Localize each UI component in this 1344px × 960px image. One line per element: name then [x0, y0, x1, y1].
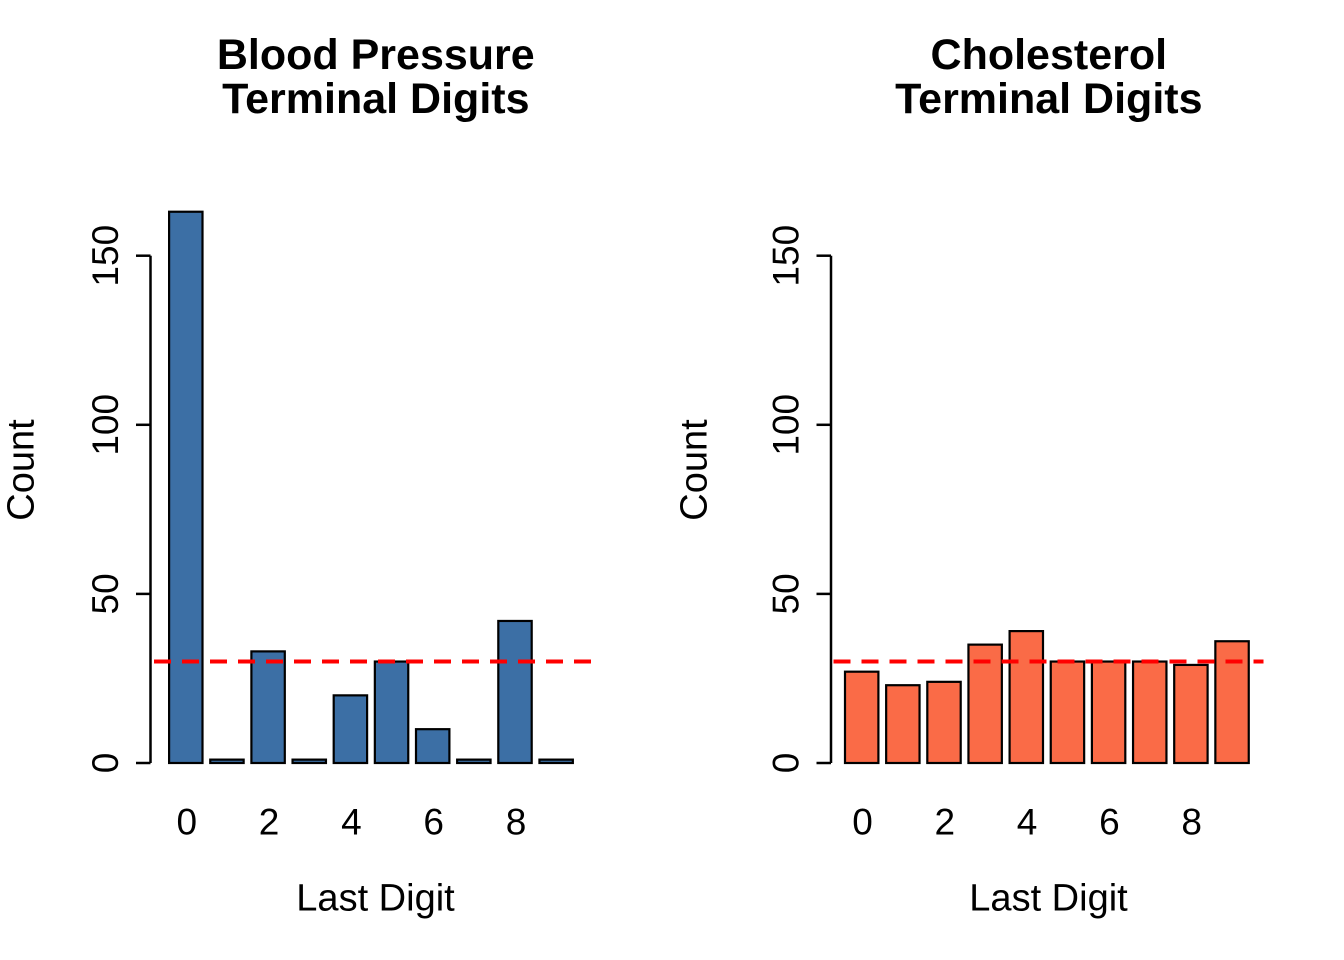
- panel-title-blood-pressure: Blood Pressure Terminal Digits: [217, 33, 535, 121]
- bar: [843, 670, 880, 765]
- y-tick-label: 50: [85, 573, 126, 614]
- bar: [373, 660, 410, 765]
- title-line-1: Cholesterol: [930, 31, 1168, 79]
- bar: [1049, 660, 1086, 765]
- bar: [1008, 630, 1045, 765]
- x-tick-label: 2: [259, 802, 280, 843]
- bar: [1214, 640, 1250, 765]
- bar: [497, 619, 533, 765]
- bar: [291, 758, 328, 765]
- bar: [926, 680, 962, 765]
- x-tick-label: 4: [341, 802, 362, 843]
- y-tick-label: 150: [766, 225, 807, 287]
- bar: [414, 728, 451, 765]
- panel-title-cholesterol: Cholesterol Terminal Digits: [895, 33, 1202, 121]
- title-line-1: Blood Pressure: [216, 31, 535, 79]
- y-tick-label: 100: [85, 394, 126, 456]
- x-tick-label: 0: [177, 802, 198, 843]
- title-line-2: Terminal Digits: [895, 75, 1203, 123]
- bar: [209, 758, 245, 765]
- x-axis-label-left: Last Digit: [296, 877, 455, 920]
- bar: [332, 694, 369, 765]
- bar: [168, 210, 204, 765]
- y-tick-label: 0: [85, 753, 126, 774]
- y-tick-label: 0: [766, 753, 807, 774]
- x-tick-label: 0: [852, 802, 873, 843]
- y-tick-label: 150: [85, 225, 126, 287]
- x-tick-label: 8: [1181, 802, 1202, 843]
- bar: [967, 643, 1003, 765]
- x-axis-label-right: Last Digit: [969, 877, 1128, 920]
- bar: [1173, 663, 1209, 765]
- bar: [250, 650, 286, 765]
- x-tick-label: 6: [423, 802, 444, 843]
- bar: [1090, 660, 1127, 765]
- bar: [885, 684, 921, 765]
- x-tick-label: 4: [1017, 802, 1038, 843]
- x-tick-label: 8: [506, 802, 527, 843]
- bar: [456, 758, 492, 765]
- bar: [538, 758, 574, 765]
- bar: [1131, 660, 1168, 765]
- y-tick-label: 100: [766, 394, 807, 456]
- y-tick-label: 50: [766, 573, 807, 614]
- x-tick-label: 6: [1099, 802, 1120, 843]
- title-line-2: Terminal Digits: [222, 75, 530, 123]
- x-tick-label: 2: [935, 802, 956, 843]
